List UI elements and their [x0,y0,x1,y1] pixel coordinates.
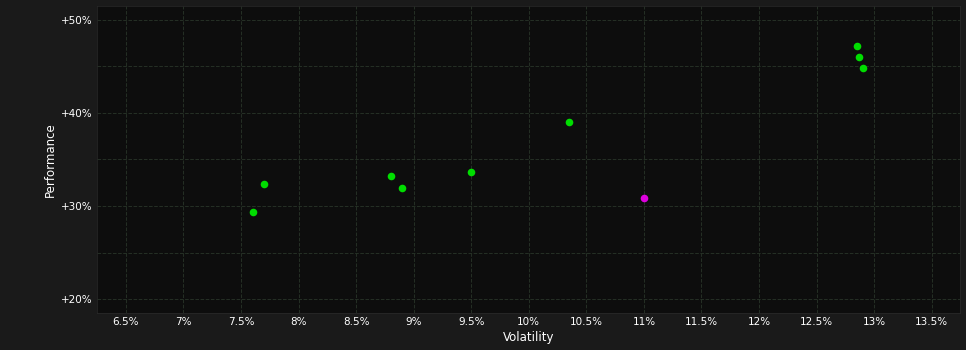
Point [637,195,652,200]
Point [855,65,870,71]
Point [256,182,271,187]
Point [383,173,398,179]
X-axis label: Volatility: Volatility [503,331,554,344]
Point [851,54,867,60]
Point [244,210,260,215]
Point [464,170,479,175]
Y-axis label: Performance: Performance [44,122,57,197]
Point [394,186,410,191]
Point [561,119,577,125]
Point [849,43,865,48]
